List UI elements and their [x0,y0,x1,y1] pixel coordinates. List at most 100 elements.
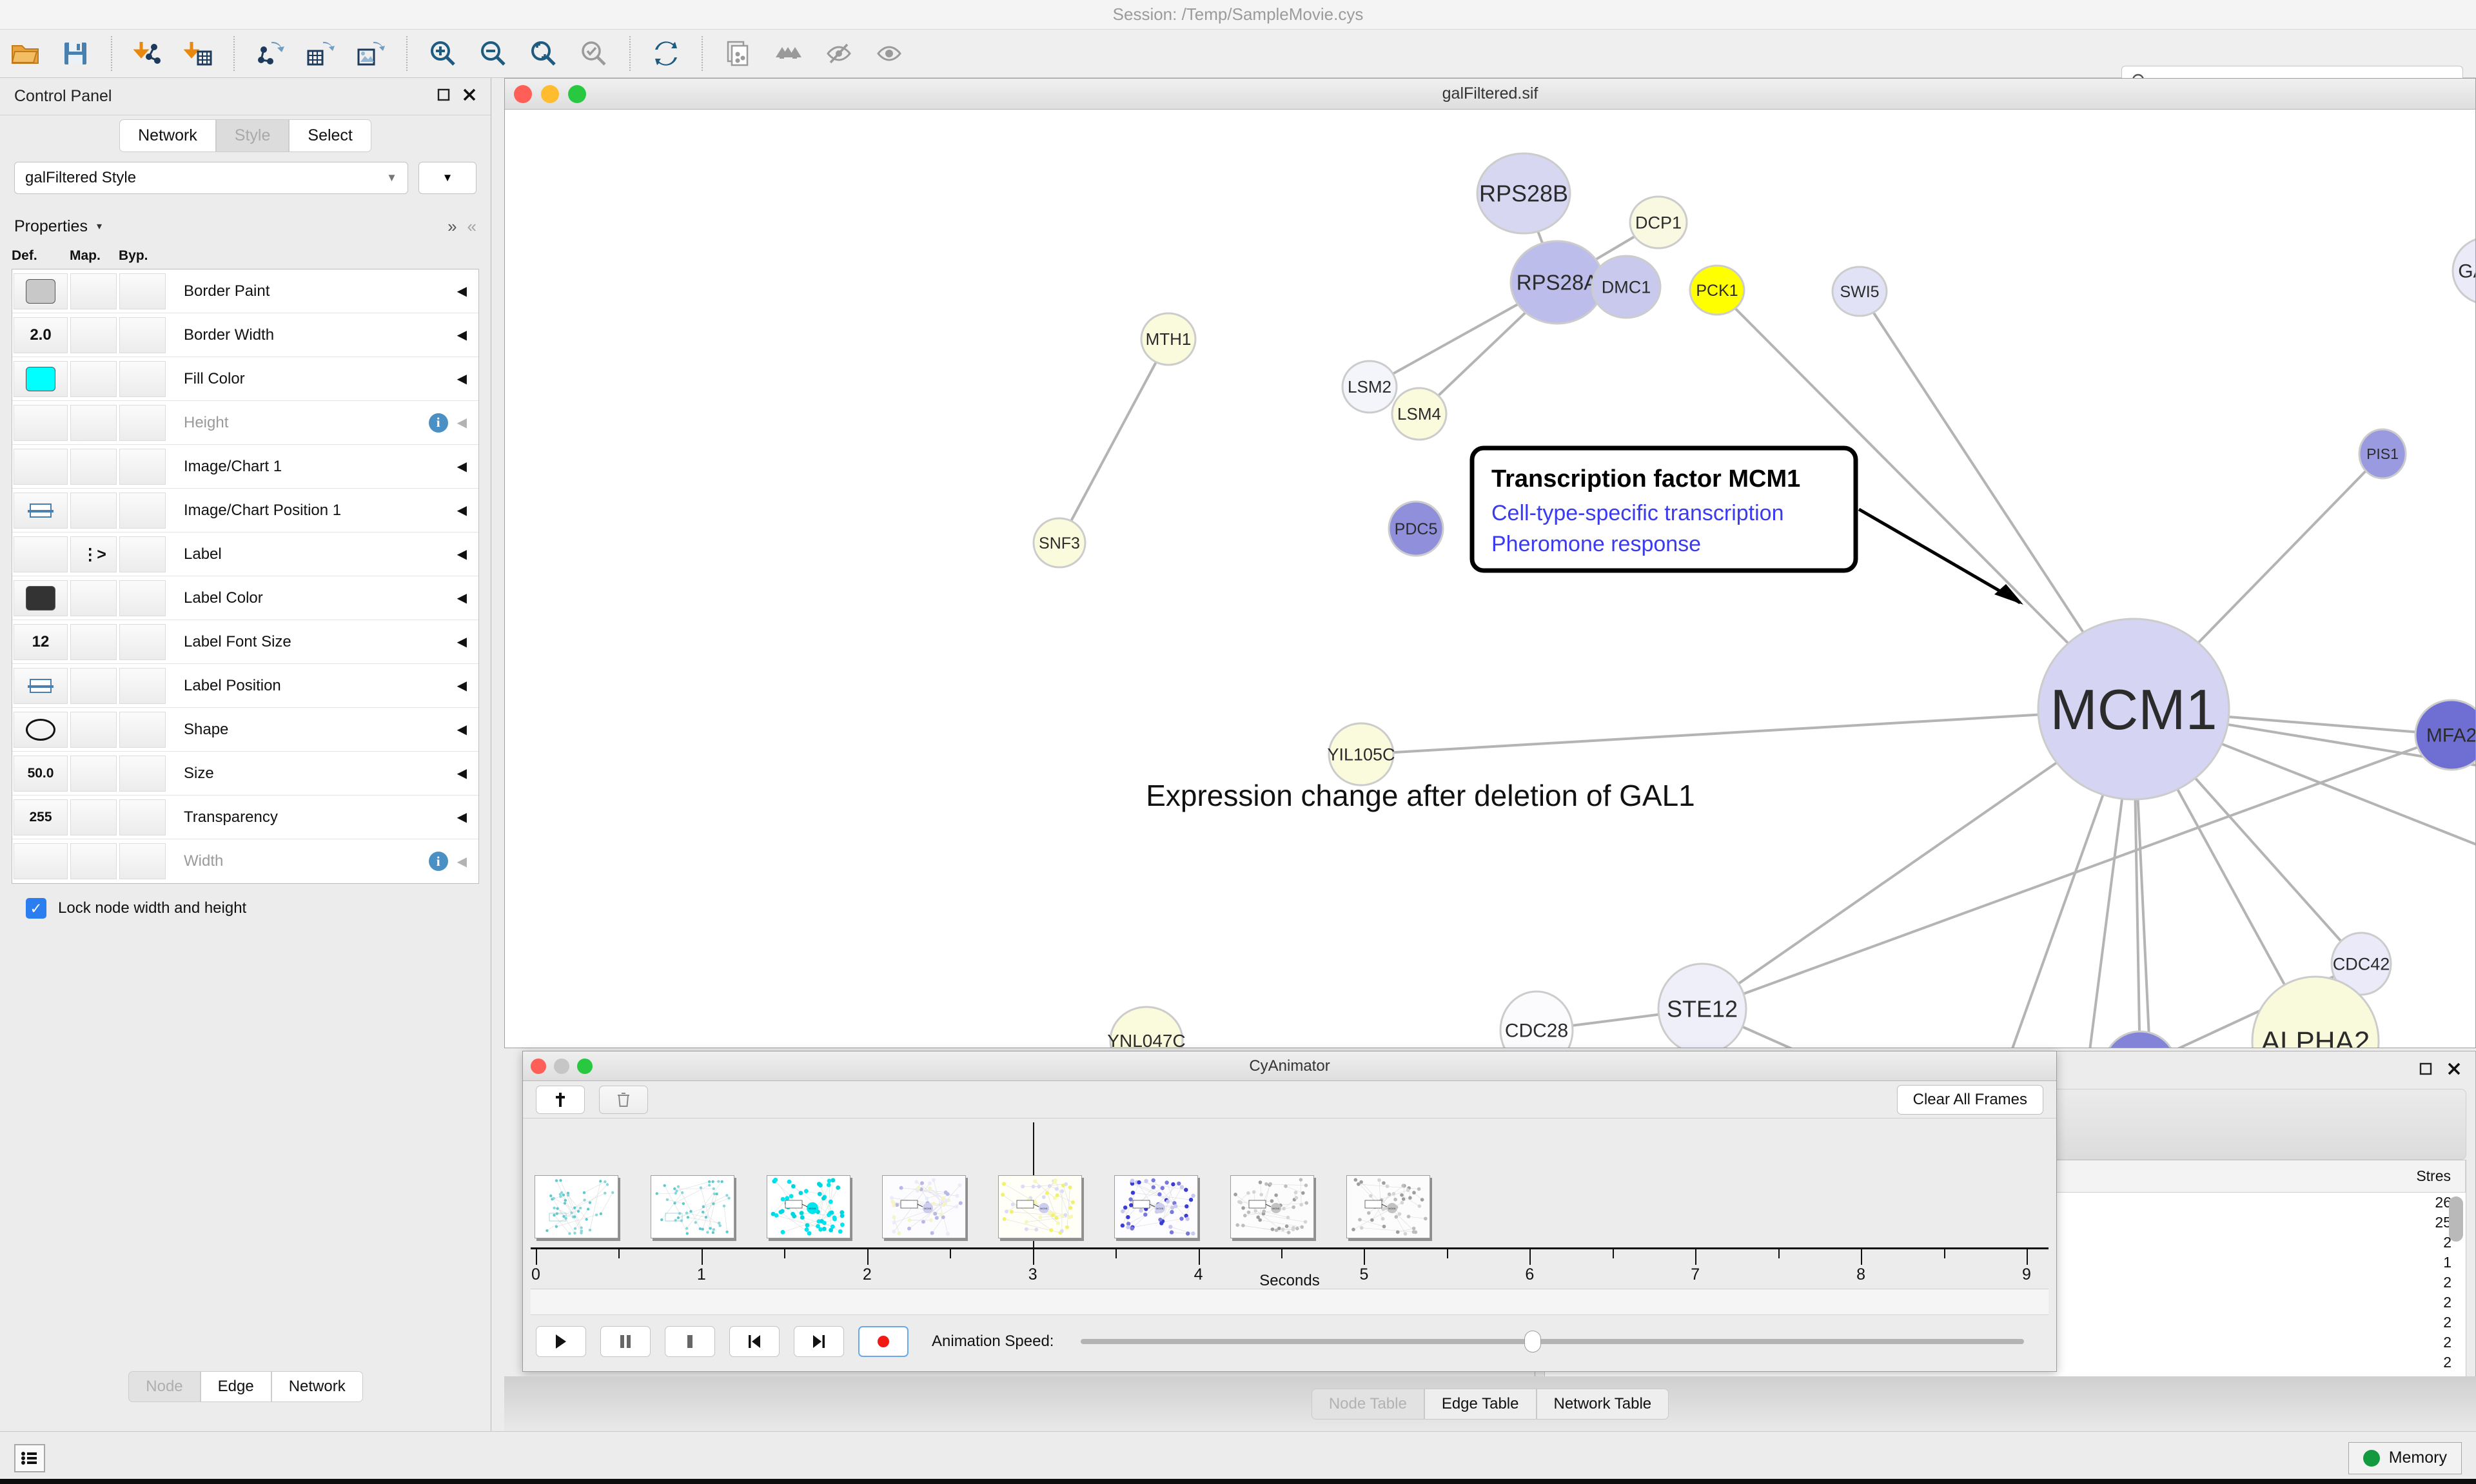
property-mapping-cell[interactable] [70,623,117,660]
fit-network-icon[interactable] [569,32,619,75]
network-node[interactable]: CDC42 [2330,932,2392,996]
network-node[interactable]: CDC28 [1499,990,1574,1048]
network-node[interactable]: PCK1 [1689,264,1745,316]
network-node[interactable]: PDC5 [1388,500,1444,557]
maximize-button[interactable] [568,84,586,103]
property-default-cell[interactable] [14,843,68,879]
property-bypass-cell[interactable] [119,667,166,704]
network-edge[interactable] [1702,734,2452,1010]
property-mapping-cell[interactable] [70,273,117,309]
prev-frame-button[interactable] [729,1326,780,1357]
chevron-double-up-icon[interactable]: « [467,216,477,236]
cyanimator-timeline[interactable]: MCM1 MCM1 MCM1 MCM1 MCM1 MCM1 0 1 2 3 4 5 6 7 8 9 Seco… [531,1118,2049,1289]
pause-button[interactable] [600,1326,651,1357]
property-default-cell[interactable]: 50.0 [14,755,68,792]
color-swatch[interactable] [26,278,55,304]
expand-property-arrow-icon[interactable]: ◀ [457,679,467,693]
table-row[interactable]: 1 [1545,1253,2466,1273]
tab-node-table[interactable]: Node Table [1311,1389,1424,1420]
timeline-frame[interactable]: MCM1 [1230,1175,1314,1238]
property-bypass-cell[interactable] [119,273,166,309]
property-mapping-cell[interactable] [70,404,117,441]
refresh-icon[interactable] [641,32,691,75]
property-default-cell[interactable] [14,667,68,704]
minimize-button[interactable] [541,84,559,103]
import-network-icon[interactable] [123,32,173,75]
close-button[interactable] [514,84,532,103]
property-mapping-cell[interactable] [70,711,117,748]
expand-property-arrow-icon[interactable]: ◀ [457,854,467,869]
open-folder-icon[interactable] [0,32,50,75]
style-select[interactable]: galFiltered Style ▼ [14,162,408,194]
table-row[interactable]: 2 [1545,1293,2466,1313]
property-mapping-cell[interactable] [70,843,117,879]
expand-property-arrow-icon[interactable]: ◀ [457,372,467,386]
property-default-cell[interactable]: 2.0 [14,317,68,353]
stop-button[interactable] [665,1326,715,1357]
expand-property-arrow-icon[interactable]: ◀ [457,503,467,518]
chevron-double-down-icon[interactable]: » [447,216,457,236]
lock-node-size-checkbox[interactable]: ✓ [26,898,46,919]
network-node[interactable]: MTH1 [1140,312,1197,366]
network-edge[interactable] [1361,708,2134,756]
network-node[interactable]: DMC1 [1591,255,1662,319]
network-edge[interactable] [1702,1008,1982,1048]
tab-network-table[interactable]: Network Table [1536,1389,1669,1420]
property-default-cell[interactable] [14,273,68,309]
network-node[interactable]: MFA1 [2104,1030,2176,1048]
export-table-icon[interactable] [295,32,346,75]
property-mapping-cell[interactable] [70,799,117,835]
property-bypass-cell[interactable] [119,843,166,879]
tab-network[interactable]: Network [119,119,216,152]
save-icon[interactable] [50,32,101,75]
network-caption[interactable]: Expression change after deletion of GAL1 [1146,779,1695,812]
property-mapping-cell[interactable] [70,360,117,397]
property-row[interactable]: Image/Chart Position 1 ◀ [12,489,478,532]
property-mapping-cell[interactable] [70,755,117,792]
property-row[interactable]: Width i ◀ [12,839,478,883]
animation-speed-slider[interactable] [1081,1331,2024,1352]
property-bypass-cell[interactable] [119,492,166,529]
property-default-cell[interactable] [14,580,68,616]
tab-style[interactable]: Style [215,119,290,152]
network-node[interactable]: GAL80 [2451,237,2475,304]
network-node[interactable]: LSM2 [1341,360,1398,414]
tab-node[interactable]: Node [128,1371,201,1402]
expand-property-arrow-icon[interactable]: ◀ [457,284,467,298]
zoom-out-icon[interactable] [468,32,518,75]
add-frame-button[interactable] [536,1085,585,1114]
property-bypass-cell[interactable] [119,360,166,397]
property-row[interactable]: 2.0 Border Width ◀ [12,313,478,357]
layout-icon[interactable] [763,32,814,75]
property-default-cell[interactable] [14,492,68,529]
property-mapping-cell[interactable] [70,492,117,529]
fit-selected-icon[interactable] [518,32,569,75]
timeline-frame[interactable]: MCM1 [1346,1175,1430,1238]
table-row[interactable]: 2 [1545,1313,2466,1333]
network-node[interactable]: DCP1 [1629,195,1688,249]
expand-property-arrow-icon[interactable]: ◀ [457,591,467,605]
log-button[interactable] [14,1443,45,1472]
timeline-frame[interactable]: MCM1 [766,1175,850,1238]
close-button[interactable] [531,1058,546,1074]
table-row[interactable]: 2 [1545,1352,2466,1372]
property-bypass-cell[interactable] [119,536,166,572]
property-default-cell[interactable] [14,711,68,748]
property-row[interactable]: Border Paint ◀ [12,269,478,313]
expand-property-arrow-icon[interactable]: ◀ [457,635,467,649]
table-row[interactable]: 25 [1545,1213,2466,1233]
property-row[interactable]: 12 Label Font Size ◀ [12,620,478,664]
network-node[interactable]: RPS28B [1476,152,1571,235]
network-node[interactable]: YNL047C [1107,1006,1186,1048]
expand-property-arrow-icon[interactable]: ◀ [457,810,467,825]
property-default-cell[interactable] [14,448,68,485]
network-node[interactable]: PIS1 [2358,428,2407,480]
expand-property-arrow-icon[interactable]: ◀ [457,460,467,474]
property-bypass-cell[interactable] [119,623,166,660]
style-options-button[interactable]: ▼ [418,162,477,194]
clear-all-frames-button[interactable]: Clear All Frames [1896,1084,2043,1115]
property-row[interactable]: ⋮> Label ◀ [12,532,478,576]
color-swatch[interactable] [26,585,55,610]
restore-window-icon[interactable] [2419,1062,2433,1079]
network-node[interactable]: ALPHA2 [2251,975,2380,1048]
